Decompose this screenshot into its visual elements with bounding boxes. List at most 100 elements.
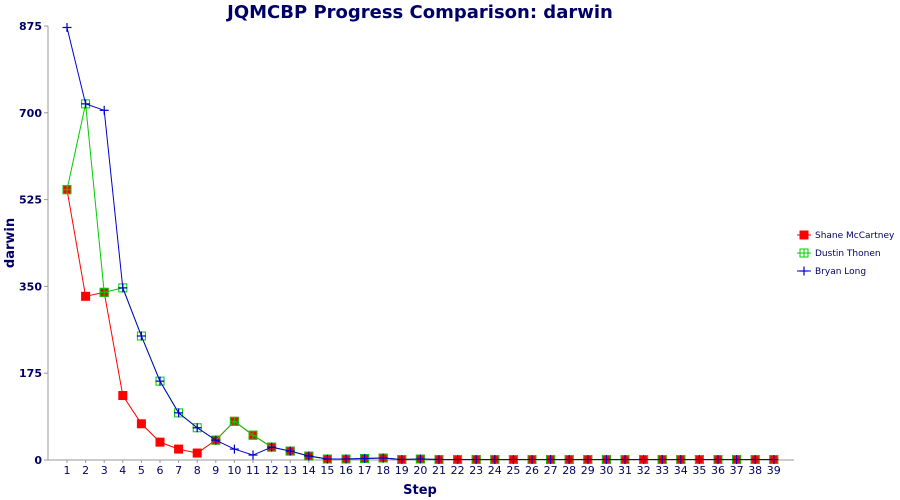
x-axis-ticks: 1 2 3 4 5 6 7 8 9 10 11 12 13 14 15 16 17 18 19 20 21 22 23 24 2… bbox=[64, 460, 781, 477]
x-tick-label: 33 bbox=[655, 464, 669, 477]
x-tick-label: 12 bbox=[265, 464, 279, 477]
x-tick-label: 35 bbox=[692, 464, 706, 477]
data-point bbox=[583, 455, 593, 465]
y-tick-label: 525 bbox=[19, 194, 42, 207]
x-tick-label: 9 bbox=[212, 464, 219, 477]
x-tick-label: 1 bbox=[64, 464, 71, 477]
data-point bbox=[322, 454, 332, 464]
series-line bbox=[66, 27, 774, 461]
data-point bbox=[192, 423, 202, 433]
data-point bbox=[397, 455, 407, 465]
data-point bbox=[267, 442, 277, 452]
data-point bbox=[360, 454, 370, 464]
x-tick-label: 18 bbox=[376, 464, 390, 477]
data-point bbox=[453, 455, 463, 465]
x-tick-label: 36 bbox=[711, 464, 725, 477]
x-tick-label: 23 bbox=[469, 464, 483, 477]
x-tick-label: 8 bbox=[194, 464, 201, 477]
legend-item: Shane McCartney bbox=[797, 230, 895, 241]
data-point bbox=[713, 455, 723, 465]
x-tick-label: 3 bbox=[101, 464, 108, 477]
data-point bbox=[118, 283, 128, 293]
legend-label: Dustin Thonen bbox=[815, 249, 881, 259]
y-tick-label: 875 bbox=[19, 20, 42, 33]
data-point bbox=[378, 453, 388, 463]
data-point bbox=[799, 230, 809, 240]
legend: Shane McCartney Dustin Thonen Bryan Long bbox=[797, 230, 895, 277]
x-tick-label: 10 bbox=[227, 464, 241, 477]
x-tick-label: 21 bbox=[432, 464, 446, 477]
data-point bbox=[136, 331, 146, 341]
x-tick-label: 19 bbox=[395, 464, 409, 477]
x-tick-label: 32 bbox=[637, 464, 651, 477]
data-point bbox=[750, 455, 760, 465]
data-point bbox=[676, 455, 686, 465]
data-point bbox=[99, 287, 109, 297]
series-shane-mccartney bbox=[62, 185, 779, 465]
data-point bbox=[81, 99, 91, 109]
data-point bbox=[694, 455, 704, 465]
data-point bbox=[546, 455, 556, 465]
data-point bbox=[799, 248, 809, 258]
legend-label: Shane McCartney bbox=[815, 231, 895, 241]
series-bryan-long bbox=[62, 22, 779, 465]
y-tick-label: 175 bbox=[19, 367, 42, 380]
legend-item: Bryan Long bbox=[797, 266, 866, 277]
data-point bbox=[508, 455, 518, 465]
data-point bbox=[62, 22, 72, 32]
x-tick-label: 5 bbox=[138, 464, 145, 477]
data-point bbox=[174, 444, 184, 454]
data-point bbox=[620, 455, 630, 465]
x-tick-label: 7 bbox=[175, 464, 182, 477]
y-tick-label: 700 bbox=[19, 107, 42, 120]
x-tick-label: 22 bbox=[451, 464, 465, 477]
x-tick-label: 26 bbox=[525, 464, 539, 477]
data-point bbox=[490, 455, 500, 465]
x-tick-label: 6 bbox=[157, 464, 164, 477]
data-point bbox=[155, 437, 165, 447]
data-point bbox=[657, 455, 667, 465]
data-point bbox=[81, 291, 91, 301]
series-line bbox=[66, 103, 774, 461]
x-tick-label: 24 bbox=[488, 464, 502, 477]
series-line bbox=[66, 189, 774, 461]
data-point bbox=[155, 376, 165, 386]
data-point bbox=[229, 444, 239, 454]
x-tick-label: 37 bbox=[730, 464, 744, 477]
plot-area bbox=[47, 26, 794, 461]
y-axis-ticks: 0 175 350 525 700 875 bbox=[19, 20, 48, 467]
y-tick-label: 0 bbox=[34, 454, 42, 467]
data-point bbox=[62, 185, 72, 195]
x-tick-label: 25 bbox=[506, 464, 520, 477]
data-point bbox=[192, 448, 202, 458]
x-tick-label: 29 bbox=[581, 464, 595, 477]
data-point bbox=[118, 391, 128, 401]
data-point bbox=[248, 430, 258, 440]
x-axis-title: Step bbox=[403, 483, 437, 498]
data-point bbox=[285, 446, 295, 456]
x-tick-label: 15 bbox=[320, 464, 334, 477]
data-point bbox=[769, 455, 779, 465]
data-point bbox=[471, 455, 481, 465]
data-point bbox=[248, 450, 258, 460]
x-tick-label: 2 bbox=[82, 464, 89, 477]
data-point bbox=[639, 455, 649, 465]
x-tick-label: 34 bbox=[674, 464, 688, 477]
legend-label: Bryan Long bbox=[815, 267, 866, 277]
data-point bbox=[174, 408, 184, 418]
x-tick-label: 17 bbox=[358, 464, 372, 477]
x-tick-label: 14 bbox=[302, 464, 316, 477]
x-tick-label: 28 bbox=[562, 464, 576, 477]
series-layer bbox=[62, 22, 779, 465]
data-point bbox=[415, 454, 425, 464]
data-point bbox=[732, 455, 742, 465]
x-tick-label: 16 bbox=[339, 464, 353, 477]
chart-title: JQMCBP Progress Comparison: darwin bbox=[225, 2, 613, 23]
data-point bbox=[341, 454, 351, 464]
x-tick-label: 13 bbox=[283, 464, 297, 477]
data-point bbox=[564, 455, 574, 465]
x-tick-label: 39 bbox=[767, 464, 781, 477]
x-tick-label: 27 bbox=[544, 464, 558, 477]
legend-item: Dustin Thonen bbox=[797, 248, 881, 259]
